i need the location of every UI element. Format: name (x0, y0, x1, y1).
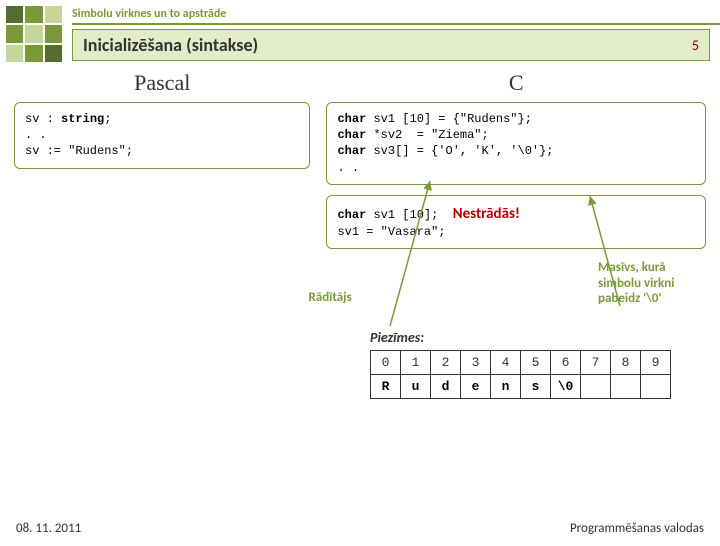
warning-text: Nestrādās! (453, 205, 520, 223)
footer-date: 08. 11. 2011 (16, 521, 81, 536)
annotation-masivs: Masīvs, kurā simbolu virkni pabeidz '\0' (598, 260, 708, 307)
table-cell-index: 2 (431, 351, 461, 375)
table-cell-char: e (461, 375, 491, 399)
table-cell-char: s (521, 375, 551, 399)
table-cell-char: \0 (551, 375, 581, 399)
table-cell-char: R (371, 375, 401, 399)
table-cell-index: 0 (371, 351, 401, 375)
c-code-2: char sv1 [10]; Nestrādās! sv1 = "Vasara"… (326, 195, 706, 249)
table-cell-index: 9 (641, 351, 671, 375)
slide-subtitle: Simbolu virknes un to apstrāde (72, 7, 226, 21)
table-cell-char (581, 375, 611, 399)
table-cell-char: d (431, 375, 461, 399)
table-cell-index: 5 (521, 351, 551, 375)
logo (6, 6, 62, 62)
title-bar: Inicializēšana (sintakse) 5 (72, 29, 710, 61)
c-heading: C (326, 70, 706, 96)
memory-table: 0123456789 Rudens\0 (370, 350, 671, 399)
notes-section: Piezīmes: 0123456789 Rudens\0 (0, 329, 720, 399)
table-cell-index: 3 (461, 351, 491, 375)
header: Simbolu virknes un to apstrāde Inicializ… (0, 6, 720, 62)
annotation-raditajs: Rādītājs (308, 290, 351, 305)
pascal-heading: Pascal (14, 70, 310, 96)
table-cell-char: u (401, 375, 431, 399)
notes-label: Piezīmes: (370, 329, 680, 346)
footer: 08. 11. 2011 Programmēšanas valodas (0, 521, 720, 536)
table-cell-index: 4 (491, 351, 521, 375)
table-cell-index: 7 (581, 351, 611, 375)
table-cell-char: n (491, 375, 521, 399)
table-cell-index: 8 (611, 351, 641, 375)
pascal-code: sv : string; . . sv := "Rudens"; (14, 102, 310, 169)
page-number: 5 (692, 37, 699, 54)
table-cell-char (641, 375, 671, 399)
c-code-1: char sv1 [10] = {"Rudens"}; char *sv2 = … (326, 102, 706, 185)
footer-course: Programmēšanas valodas (570, 521, 704, 536)
table-cell-char (611, 375, 641, 399)
table-cell-index: 1 (401, 351, 431, 375)
table-cell-index: 6 (551, 351, 581, 375)
slide-title: Inicializēšana (sintakse) (83, 34, 258, 56)
